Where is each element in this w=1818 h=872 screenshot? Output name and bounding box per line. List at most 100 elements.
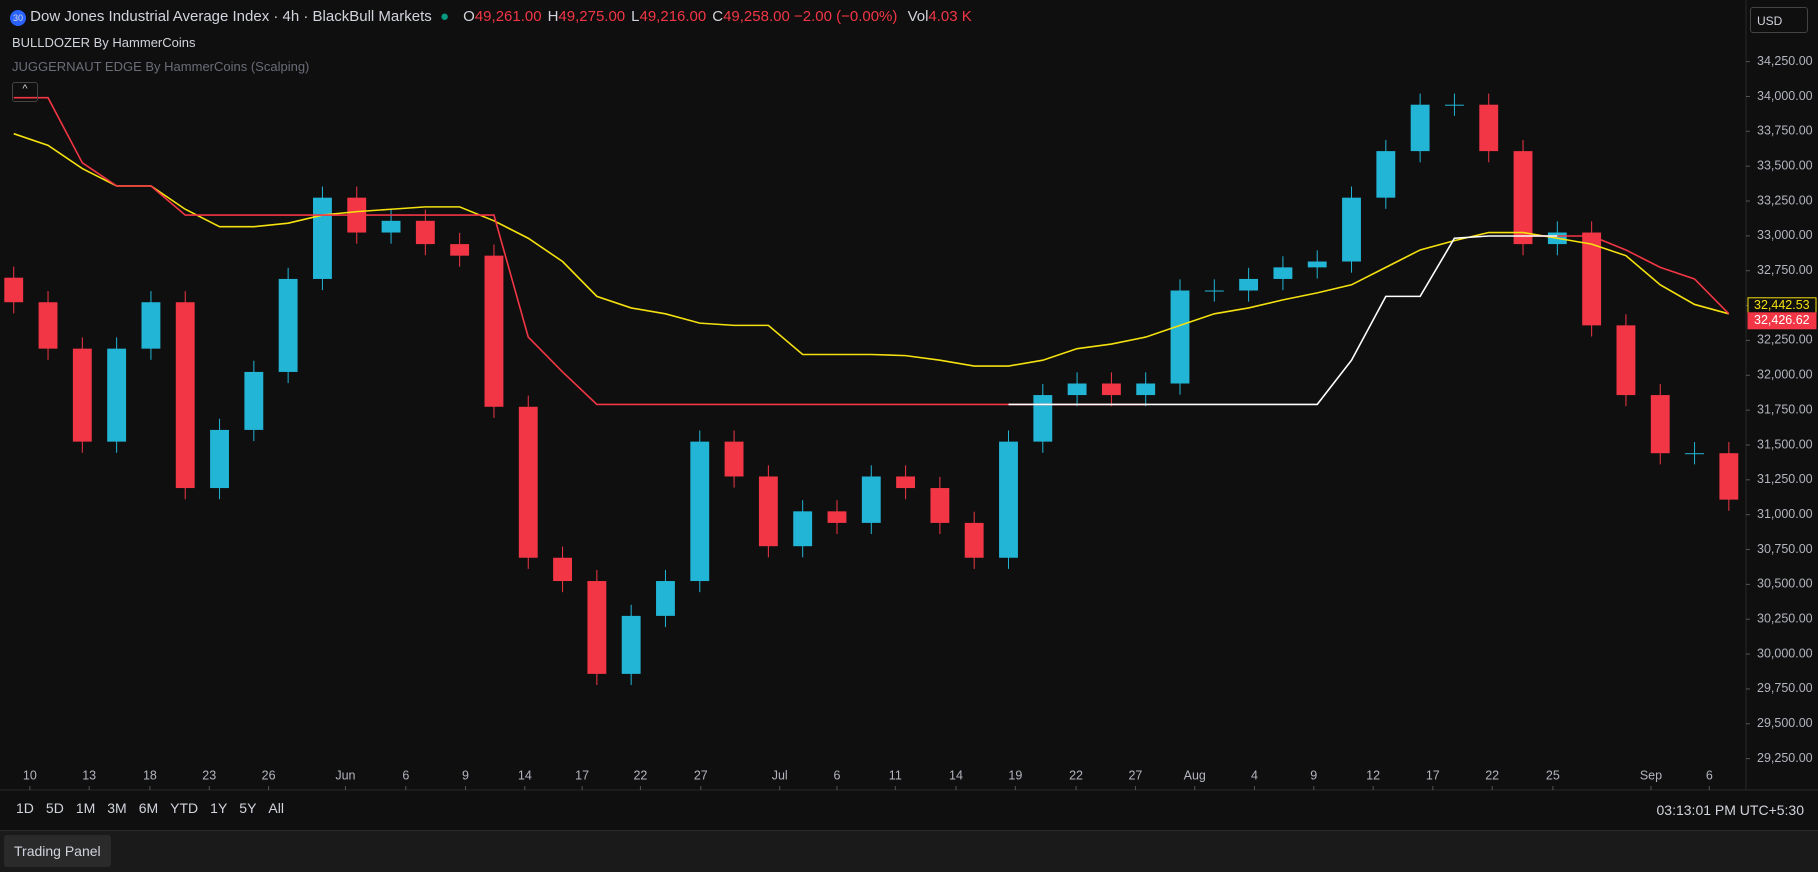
candle-body xyxy=(1204,290,1224,292)
ohlc-key: O xyxy=(463,8,475,25)
range-button[interactable]: 6M xyxy=(138,800,159,816)
ohlc-value: 49,216.00 xyxy=(639,8,707,25)
range-button[interactable]: 1M xyxy=(75,800,96,816)
y-tick-label: 33,500.00 xyxy=(1757,158,1813,172)
candle-body xyxy=(1685,453,1704,455)
y-tick-label: 31,250.00 xyxy=(1757,472,1813,486)
price-label: 32,426.62 xyxy=(1754,313,1810,327)
candle-body xyxy=(72,348,92,442)
y-tick-label: 31,500.00 xyxy=(1757,437,1813,451)
x-tick-label: 19 xyxy=(1008,768,1022,782)
candle-body xyxy=(690,441,710,582)
ohlc-key: C xyxy=(712,8,724,25)
candle-body xyxy=(450,244,470,256)
candle-body xyxy=(999,441,1018,558)
candle-body xyxy=(1719,453,1739,500)
candle-body xyxy=(415,220,435,245)
vol: 4.03 K xyxy=(928,8,972,25)
candle-body xyxy=(381,220,401,233)
y-tick-label: 33,250.00 xyxy=(1757,193,1813,207)
candle-body xyxy=(930,488,950,523)
x-tick-label: 17 xyxy=(1426,768,1440,782)
y-tick-label: 32,750.00 xyxy=(1757,263,1813,277)
candle-body xyxy=(1616,325,1636,396)
ohlc: O49,261.00 H49,275.00 L49,216.00 C49,258.00 xyxy=(457,8,790,25)
y-tick-label: 31,750.00 xyxy=(1757,402,1813,416)
currency-select[interactable]: USD xyxy=(1750,7,1808,33)
candle-body xyxy=(1101,383,1121,396)
bottom-panel: Trading Panel xyxy=(0,830,1818,872)
candle-body xyxy=(313,197,332,279)
x-tick-label: 9 xyxy=(1310,768,1317,782)
y-tick-label: 30,250.00 xyxy=(1757,612,1813,626)
x-tick-label: 6 xyxy=(402,768,409,782)
x-tick-label: 27 xyxy=(694,768,708,782)
ohlc-value: 49,275.00 xyxy=(558,8,626,25)
y-tick-label: 32,000.00 xyxy=(1757,368,1813,382)
range-button[interactable]: 5Y xyxy=(239,800,257,816)
x-tick-label: 22 xyxy=(1485,768,1499,782)
ohlc-key: L xyxy=(631,8,640,25)
candle-body xyxy=(1239,278,1259,291)
y-tick-label: 33,000.00 xyxy=(1757,228,1813,242)
x-tick-label: 26 xyxy=(262,768,276,782)
range-button[interactable]: 5D xyxy=(45,800,64,816)
candle-body xyxy=(1170,290,1190,384)
candle-body xyxy=(964,522,984,558)
y-tick-label: 30,000.00 xyxy=(1757,646,1813,660)
candle-body xyxy=(141,302,161,349)
x-tick-label: 17 xyxy=(575,768,589,782)
candle-body xyxy=(1582,232,1602,326)
y-tick-label: 34,000.00 xyxy=(1757,89,1813,103)
candle-body xyxy=(1033,395,1053,442)
collapse-button[interactable]: ^ xyxy=(12,82,38,102)
range-button[interactable]: All xyxy=(268,800,284,816)
x-tick-label: 13 xyxy=(82,768,96,782)
range-bar: 1D 5D 1M 3M 6M YTD 1Y 5Y All xyxy=(10,800,290,816)
y-tick-label: 33,750.00 xyxy=(1757,124,1813,138)
y-tick-label: 34,250.00 xyxy=(1757,54,1813,68)
vol-key: Vol xyxy=(907,8,929,25)
indicator[interactable]: JUGGERNAUT EDGE By HammerCoins (Scalping… xyxy=(12,59,310,74)
candle-body xyxy=(827,511,847,523)
candle-body xyxy=(1136,383,1156,396)
trading-panel-tab[interactable]: Trading Panel xyxy=(4,835,111,867)
candle-body xyxy=(278,278,298,372)
symbol-header: 30 Dow Jones Industrial Average Index · … xyxy=(10,8,972,26)
ohlc-value: 49,258.00 xyxy=(723,8,790,25)
candle-body xyxy=(1479,104,1499,152)
x-tick-label: 22 xyxy=(633,768,647,782)
candle-body xyxy=(621,615,641,674)
x-tick-label: 25 xyxy=(1546,768,1560,782)
candle-body xyxy=(518,406,538,558)
indicator[interactable]: BULLDOZER By HammerCoins xyxy=(12,35,196,50)
range-button[interactable]: 3M xyxy=(107,800,127,816)
x-tick-label: 18 xyxy=(143,768,157,782)
ohlc-value: 49,261.00 xyxy=(474,8,542,25)
badge: 30 xyxy=(10,10,26,26)
x-tick-label: 4 xyxy=(1251,768,1258,782)
x-tick-label: 11 xyxy=(889,768,902,782)
range-button[interactable]: 1D xyxy=(16,800,34,816)
indicator-line xyxy=(13,96,1730,406)
x-tick-label: 14 xyxy=(949,768,963,782)
x-tick-label: Sep xyxy=(1640,768,1662,782)
candle-body xyxy=(656,581,675,616)
x-tick-label: 6 xyxy=(834,768,841,782)
range-button[interactable]: YTD xyxy=(170,800,199,816)
range-button[interactable]: 1Y xyxy=(210,800,228,816)
candle-body xyxy=(244,371,264,430)
x-tick-label: 6 xyxy=(1706,768,1713,782)
x-tick-label: 9 xyxy=(462,768,469,782)
candle-body xyxy=(758,476,778,547)
candle-body xyxy=(553,557,572,582)
x-tick-label: Aug xyxy=(1184,768,1206,782)
x-tick-label: 27 xyxy=(1128,768,1142,782)
price-label-box xyxy=(1747,312,1817,330)
candle-body xyxy=(1376,151,1396,198)
x-tick-label: 23 xyxy=(202,768,216,782)
clock: 03:13:01 PM UTC+5:30 xyxy=(1656,802,1804,818)
ohlc-key: H xyxy=(547,8,559,25)
